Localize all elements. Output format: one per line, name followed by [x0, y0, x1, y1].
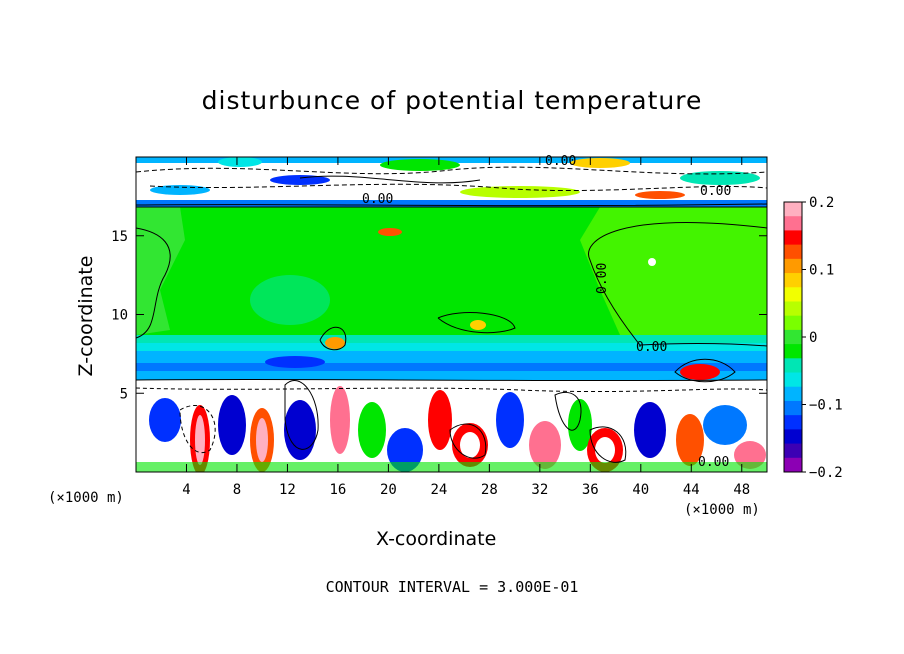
x-tick-label: 8: [233, 482, 241, 498]
x-tick-label: 48: [733, 482, 750, 498]
convective-cells: [136, 386, 767, 472]
top-patch: [150, 185, 210, 195]
cold-band: [136, 343, 767, 351]
top-patch: [680, 171, 760, 185]
colorbar-swatch: [784, 358, 802, 374]
colorbar-tick-label: −0.2: [809, 465, 843, 481]
side-zone: [136, 207, 185, 335]
colorbar-swatch: [784, 386, 802, 402]
x-tick-label: 24: [430, 482, 447, 498]
side-zone: [580, 207, 767, 335]
colorbar-swatch: [784, 287, 802, 302]
x-tick-label: 44: [683, 482, 700, 498]
x-tick-label: 12: [279, 482, 296, 498]
y-tick-label: 15: [111, 229, 128, 245]
colorbar-swatch: [784, 329, 802, 345]
colorbar-swatch: [784, 372, 802, 388]
colorbar-swatch: [784, 429, 802, 445]
x-ticks: 4 8 12 16 20 24 28 32 36 40 44 48: [182, 157, 750, 498]
colorbar-tick-label: 0.1: [809, 263, 834, 279]
contour-label: 0.00: [595, 263, 610, 294]
top-patch: [570, 158, 630, 168]
x-tick-label: 36: [582, 482, 599, 498]
colorbar-swatch: [784, 344, 802, 359]
colorbar: [783, 201, 803, 473]
colorbar-ticks: 0.2 0.1 0 −0.1 −0.2: [802, 195, 843, 481]
colorbar-swatch: [784, 273, 802, 288]
y-tick-label: 10: [111, 308, 128, 324]
warm-spot: [378, 228, 402, 236]
colorbar-swatch: [784, 244, 802, 260]
contour-label: 0.00: [700, 184, 731, 199]
cold-core: [265, 356, 325, 368]
x-unit-label-right: (×1000 m): [684, 502, 760, 518]
colorbar-swatch: [784, 258, 802, 274]
cool-patch: [250, 275, 330, 325]
contour-label: 0.00: [636, 340, 667, 355]
warm-spot: [325, 337, 345, 349]
chart-title: disturbunce of potential temperature: [201, 86, 703, 115]
x-tick-label: 32: [531, 482, 548, 498]
colorbar-swatch: [784, 443, 802, 459]
top-patch: [380, 159, 460, 171]
top-band-edge: [136, 157, 767, 163]
x-axis-label: X-coordinate: [376, 528, 497, 550]
contour-label: 0.00: [545, 154, 576, 169]
colorbar-swatch: [784, 230, 802, 246]
colorbar-swatch: [784, 301, 802, 317]
colorbar-swatch: [784, 415, 802, 430]
top-patch: [270, 175, 330, 185]
x-tick-label: 20: [380, 482, 397, 498]
colorbar-swatch: [784, 315, 802, 331]
colorbar-tick-label: 0: [809, 330, 817, 346]
y-ticks: 5 10 15: [111, 229, 767, 402]
top-patch: [635, 191, 685, 199]
contour-labels: 0.00 0.00 0.00 0.00 0.00 0.00: [362, 154, 731, 470]
colorbar-swatch: [784, 216, 802, 231]
temperature-field: [136, 157, 767, 472]
warm-spot: [470, 320, 486, 330]
x-tick-label: 16: [329, 482, 346, 498]
colorbar-swatch: [784, 400, 802, 416]
x-tick-label: 4: [182, 482, 190, 498]
x-unit-label-left: (×1000 m): [48, 490, 124, 506]
colorbar-swatch: [784, 457, 802, 473]
warm-spot: [648, 258, 656, 266]
colorbar-tick-label: −0.1: [809, 398, 843, 414]
warm-spot: [680, 364, 720, 380]
x-tick-label: 40: [632, 482, 649, 498]
colorbar-tick-label: 0.2: [809, 195, 834, 211]
contour-interval-note: CONTOUR INTERVAL = 3.000E-01: [325, 578, 579, 596]
top-patch: [218, 157, 262, 167]
contour-label: 0.00: [698, 455, 729, 470]
top-band-lower-edge: [136, 200, 767, 207]
colorbar-swatch: [784, 202, 802, 217]
contour-label: 0.00: [362, 192, 393, 207]
cold-band: [136, 371, 767, 380]
x-tick-label: 28: [481, 482, 498, 498]
cold-band: [136, 335, 767, 343]
contour-lines: [136, 166, 767, 463]
cold-band: [136, 363, 767, 371]
top-patch: [460, 186, 580, 198]
cold-band: [136, 351, 767, 363]
y-tick-label: 5: [120, 386, 128, 402]
